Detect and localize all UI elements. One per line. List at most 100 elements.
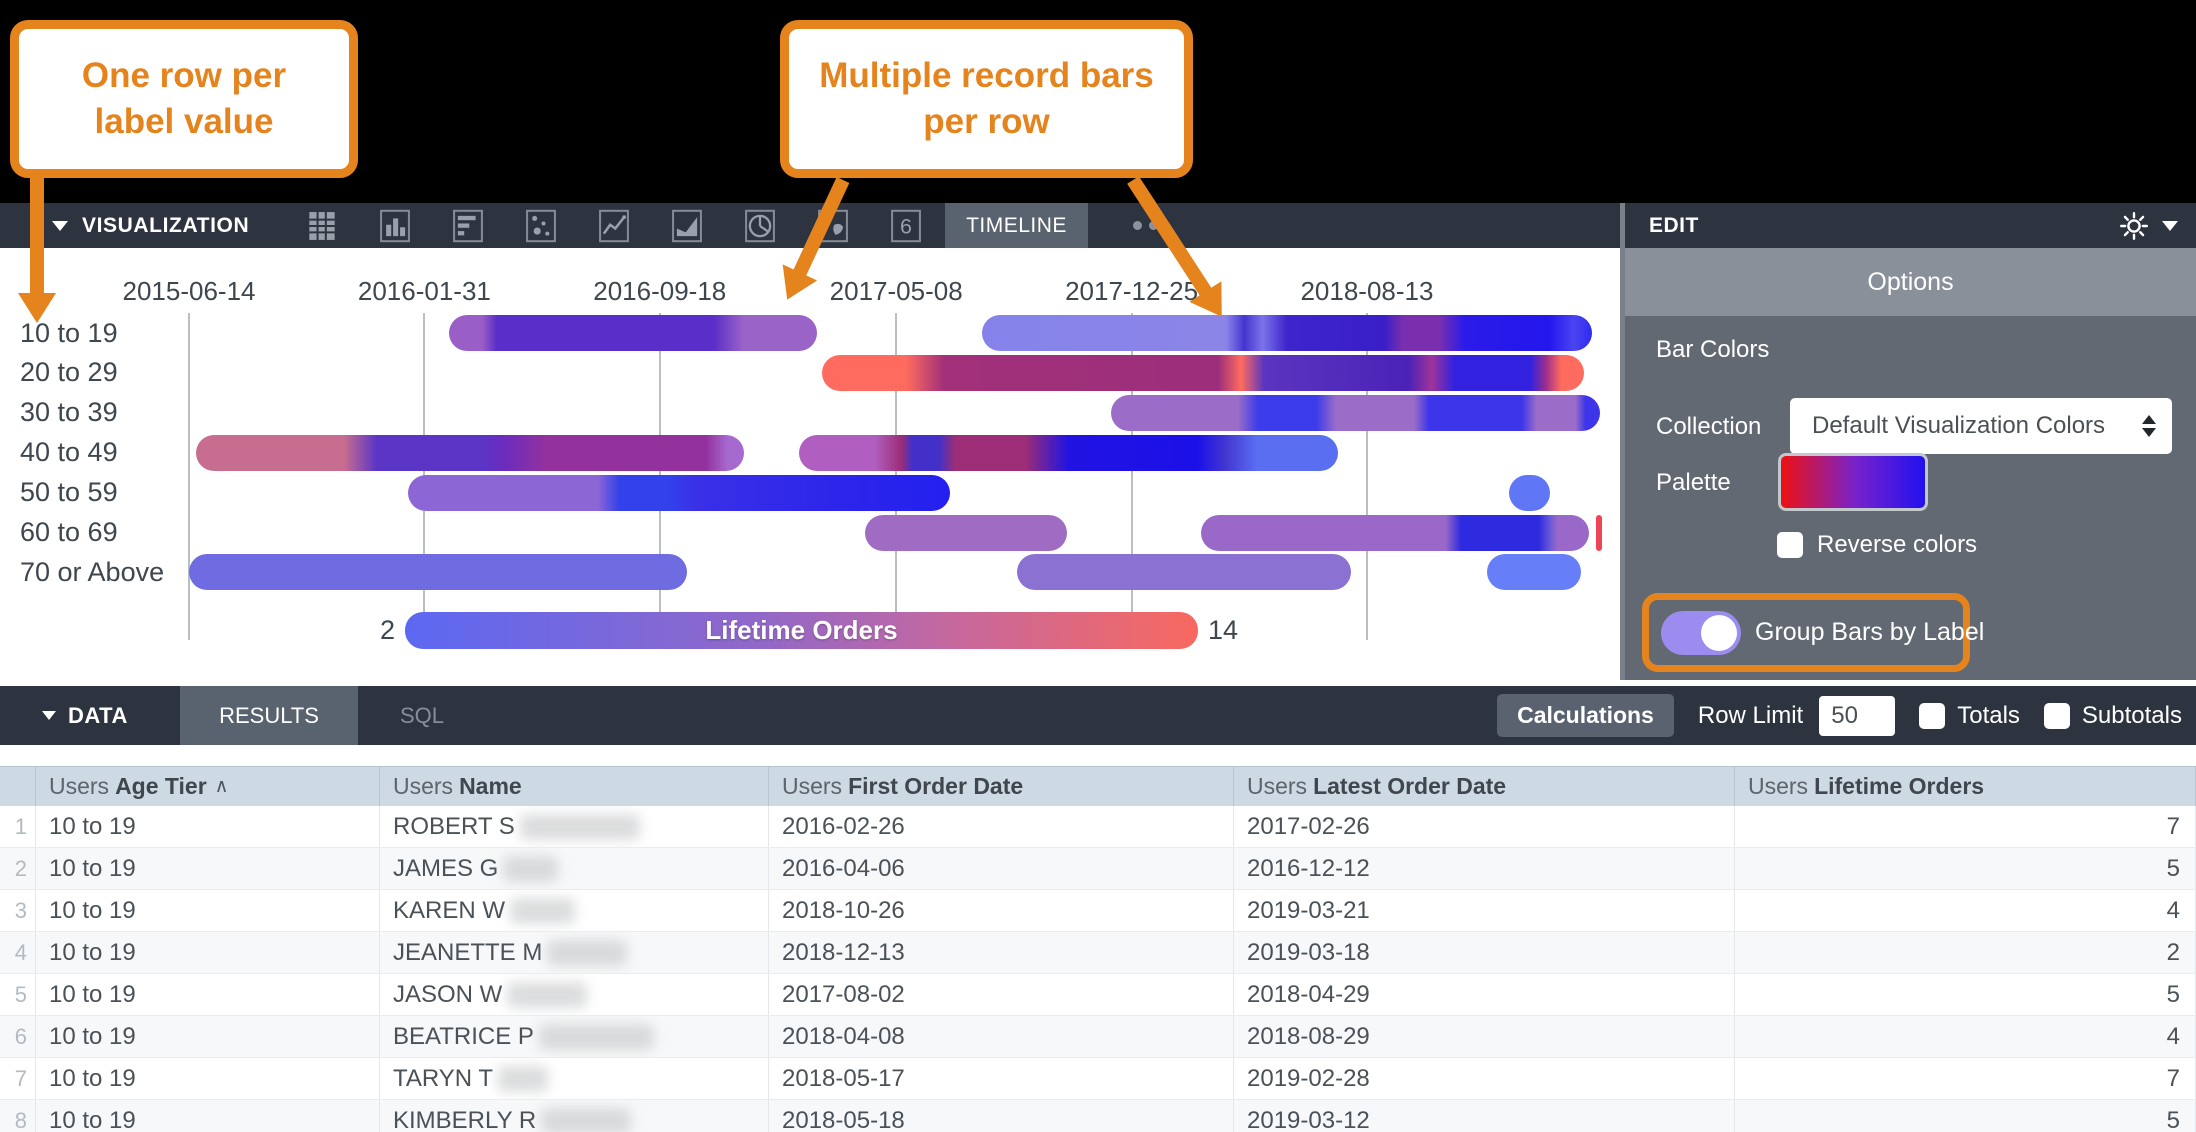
cell-first-order-date[interactable]: 2017-08-02	[769, 974, 1234, 1015]
cell-name[interactable]: JASON W	[380, 974, 769, 1015]
bar-colors-label: Bar Colors	[1656, 336, 1770, 363]
timeline-bar[interactable]	[196, 434, 745, 471]
cell-latest-order-date[interactable]: 2017-02-26	[1234, 806, 1735, 847]
table-row: 1 10 to 19 ROBERT S 2016-02-26 2017-02-26 7	[0, 806, 2196, 848]
totals-checkbox[interactable]	[1919, 702, 1946, 729]
column-chart-icon[interactable]	[373, 203, 417, 249]
timeline-bar[interactable]	[799, 434, 1339, 471]
cell-age-tier[interactable]: 10 to 19	[36, 1058, 380, 1099]
cell-age-tier[interactable]: 10 to 19	[36, 806, 380, 847]
cell-latest-order-date[interactable]: 2019-03-12	[1234, 1100, 1735, 1132]
column-header-name[interactable]: Users Name	[380, 767, 769, 806]
cell-name[interactable]: JEANETTE M	[380, 932, 769, 973]
edit-panel: EDIT Options Bar Colors Collection Defau…	[1620, 203, 2196, 680]
collection-select-value: Default Visualization Colors	[1812, 412, 2106, 439]
cell-name[interactable]: TARYN T	[380, 1058, 769, 1099]
visualization-section-header[interactable]: VISUALIZATION	[52, 214, 294, 238]
chart-gridline	[188, 313, 190, 640]
timeline-bar[interactable]	[821, 354, 1584, 391]
x-axis-tick-label: 2016-01-31	[357, 276, 491, 306]
calculations-button[interactable]: Calculations	[1497, 694, 1674, 737]
cell-latest-order-date[interactable]: 2018-04-29	[1234, 974, 1735, 1015]
cell-age-tier[interactable]: 10 to 19	[36, 932, 380, 973]
timeline-bar[interactable]	[1017, 554, 1351, 591]
cell-latest-order-date[interactable]: 2019-02-28	[1234, 1058, 1735, 1099]
cell-age-tier[interactable]: 10 to 19	[36, 1100, 380, 1132]
chart-gridline	[1365, 313, 1368, 640]
chart-gridline	[1130, 313, 1133, 640]
cell-first-order-date[interactable]: 2018-12-13	[769, 932, 1234, 973]
bar-chart-icon[interactable]	[446, 203, 490, 249]
cell-name[interactable]: ROBERT S	[380, 806, 769, 847]
visualization-label: VISUALIZATION	[82, 213, 250, 237]
timeline-bar[interactable]	[981, 315, 1593, 351]
redacted-name-blur	[541, 1107, 632, 1132]
table-icon[interactable]	[300, 203, 344, 249]
cell-name[interactable]: JAMES G	[380, 848, 769, 889]
cell-first-order-date[interactable]: 2018-05-17	[769, 1058, 1234, 1099]
cell-latest-order-date[interactable]: 2018-08-29	[1234, 1016, 1735, 1057]
timeline-bar[interactable]	[1596, 514, 1603, 551]
row-limit-input[interactable]: 50	[1819, 695, 1896, 736]
cell-latest-order-date[interactable]: 2019-03-21	[1234, 890, 1735, 931]
cell-age-tier[interactable]: 10 to 19	[36, 848, 380, 889]
cell-lifetime-orders[interactable]: 7	[1735, 1058, 2196, 1099]
timeline-bar[interactable]	[1508, 474, 1551, 511]
tab-results[interactable]: RESULTS	[180, 686, 358, 745]
reverse-colors-checkbox[interactable]	[1777, 532, 1803, 558]
timeline-chart: 2015-06-14 2016-01-31 2016-09-18 2017-05-08…	[0, 248, 1620, 680]
cell-age-tier[interactable]: 10 to 19	[36, 1016, 380, 1057]
subtotals-label: Subtotals	[2081, 701, 2182, 729]
column-header-latest-order-date[interactable]: Users Latest Order Date	[1234, 767, 1735, 806]
tab-timeline[interactable]: TIMELINE	[945, 203, 1088, 248]
area-chart-icon[interactable]	[665, 203, 709, 249]
palette-swatch[interactable]	[1778, 453, 1928, 511]
column-header-lifetime-orders[interactable]: Users Lifetime Orders	[1735, 767, 2196, 806]
cell-first-order-date[interactable]: 2018-10-26	[769, 890, 1234, 931]
timeline-bar[interactable]	[1111, 394, 1601, 431]
cell-first-order-date[interactable]: 2018-04-08	[769, 1016, 1234, 1057]
edit-menu-caret-icon[interactable]	[2162, 220, 2178, 231]
cell-lifetime-orders[interactable]: 5	[1735, 1100, 2196, 1132]
line-chart-icon[interactable]	[592, 203, 636, 249]
row-label: 30 to 39	[20, 397, 118, 428]
group-bars-toggle[interactable]	[1661, 610, 1741, 655]
cell-lifetime-orders[interactable]: 5	[1735, 848, 2196, 889]
single-value-icon[interactable]: 6	[884, 203, 928, 249]
data-section-header[interactable]: DATA	[30, 703, 148, 729]
timeline-bar[interactable]	[1200, 514, 1590, 551]
tab-sql[interactable]: SQL	[400, 702, 445, 728]
scatter-icon[interactable]	[519, 203, 563, 249]
cell-first-order-date[interactable]: 2016-02-26	[769, 806, 1234, 847]
timeline-bar[interactable]	[448, 315, 817, 351]
column-header-first-order-date[interactable]: Users First Order Date	[769, 767, 1234, 806]
tab-options[interactable]: Options	[1625, 248, 2196, 316]
cell-age-tier[interactable]: 10 to 19	[36, 890, 380, 931]
cell-name[interactable]: BEATRICE P	[380, 1016, 769, 1057]
results-table: Users Age Tier ∧ Users Name Users First Order …	[0, 766, 2196, 1132]
gear-icon[interactable]	[2118, 210, 2150, 242]
cell-name[interactable]: KAREN W	[380, 890, 769, 931]
collection-select[interactable]: Default Visualization Colors	[1790, 398, 2172, 454]
subtotals-checkbox[interactable]	[2043, 702, 2070, 729]
cell-age-tier[interactable]: 10 to 19	[36, 974, 380, 1015]
cell-first-order-date[interactable]: 2018-05-18	[769, 1100, 1234, 1132]
row-label: 40 to 49	[20, 437, 118, 468]
cell-name[interactable]: KIMBERLY R	[380, 1100, 769, 1132]
timeline-bar[interactable]	[864, 514, 1068, 551]
pie-chart-icon[interactable]	[738, 203, 782, 249]
cell-latest-order-date[interactable]: 2016-12-12	[1234, 848, 1735, 889]
cell-first-order-date[interactable]: 2016-04-06	[769, 848, 1234, 889]
timeline-bar[interactable]	[1487, 554, 1581, 591]
redacted-name-blur	[503, 855, 559, 882]
cell-lifetime-orders[interactable]: 2	[1735, 932, 2196, 973]
column-header-age-tier[interactable]: Users Age Tier ∧	[36, 767, 380, 806]
cell-latest-order-date[interactable]: 2019-03-18	[1234, 932, 1735, 973]
cell-lifetime-orders[interactable]: 4	[1735, 890, 2196, 931]
cell-lifetime-orders[interactable]: 5	[1735, 974, 2196, 1015]
timeline-bar[interactable]	[408, 474, 951, 511]
cell-lifetime-orders[interactable]: 7	[1735, 806, 2196, 847]
legend-title: Lifetime Orders	[705, 615, 898, 645]
cell-lifetime-orders[interactable]: 4	[1735, 1016, 2196, 1057]
timeline-bar[interactable]	[189, 554, 688, 591]
